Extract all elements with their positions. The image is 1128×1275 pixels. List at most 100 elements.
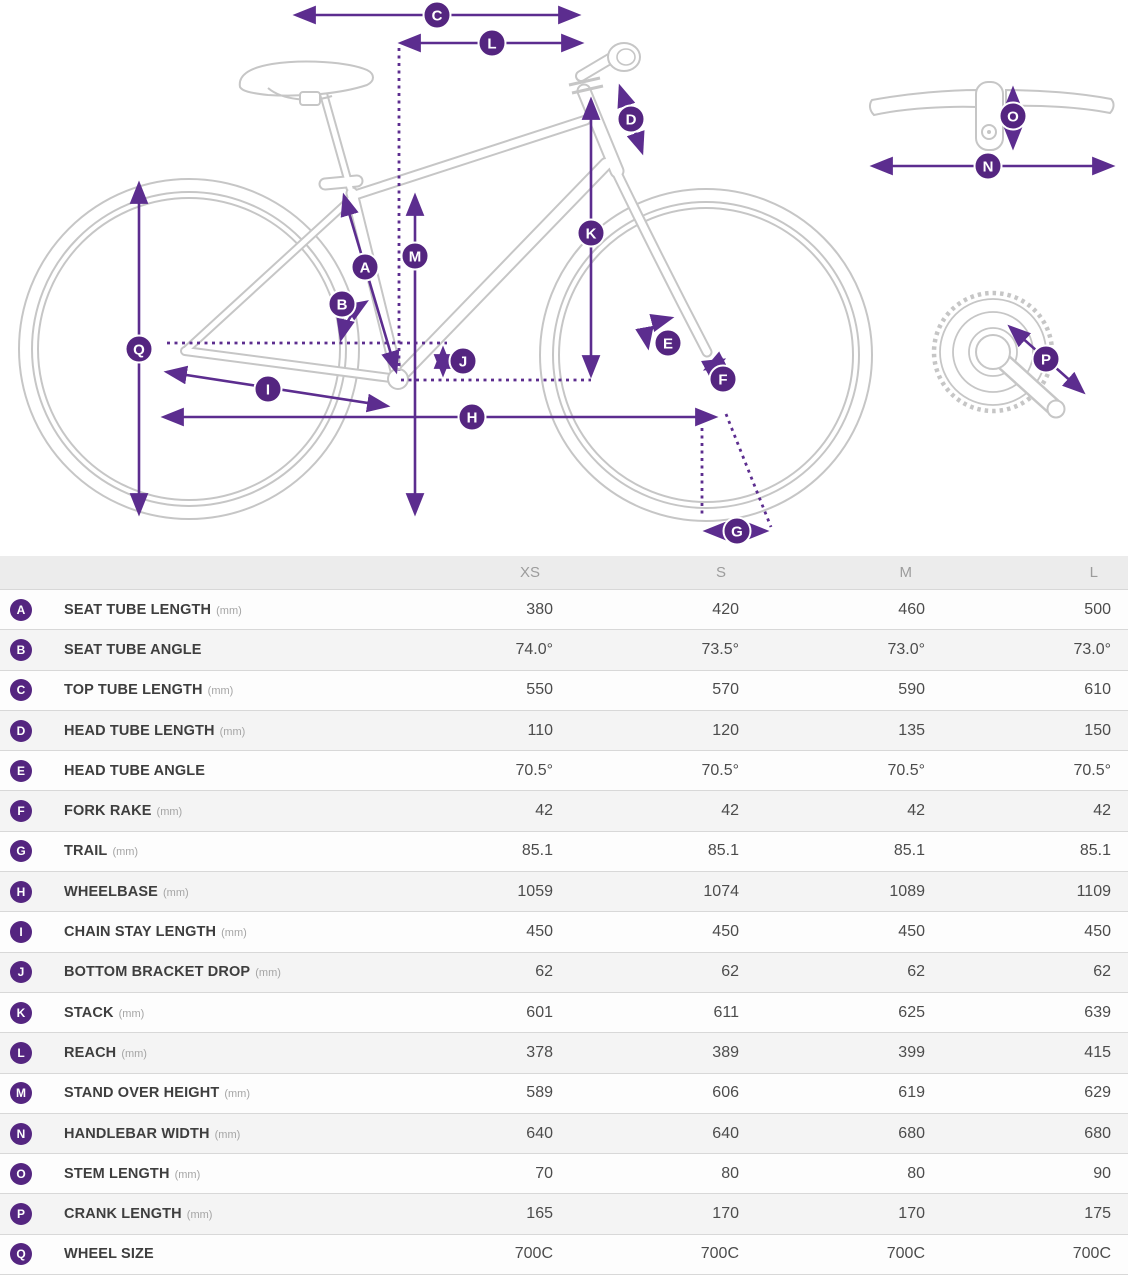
row-value-m: 80	[907, 1164, 925, 1182]
row-value-l: 175	[1084, 1205, 1111, 1223]
table-row: J BOTTOM BRACKET DROP (mm) 62 62 62 62	[0, 952, 1128, 993]
row-value-l: 70.5°	[1073, 761, 1111, 779]
svg-text:M: M	[409, 248, 422, 265]
row-label: TRAIL	[64, 843, 108, 860]
row-letter-badge: F	[10, 800, 32, 823]
bike-geometry-diagram: C L D O N K M A B E Q P J F I H G	[0, 0, 1128, 550]
table-row: D HEAD TUBE LENGTH (mm) 110 120 135 150	[0, 710, 1128, 752]
row-letter-badge: A	[10, 598, 32, 621]
bike-wheels	[18, 178, 873, 522]
svg-text:D: D	[626, 111, 637, 128]
pedal-hole	[1046, 399, 1066, 419]
row-label: HEAD TUBE ANGLE	[64, 762, 206, 779]
table-row: H WHEELBASE (mm) 1059 1074 1089 1109	[0, 872, 1128, 913]
svg-text:F: F	[718, 371, 727, 388]
row-letter-badge: D	[10, 719, 32, 742]
table-row: C TOP TUBE LENGTH (mm) 550 570 590 610	[0, 670, 1128, 711]
row-value-s: 62	[721, 963, 739, 981]
row-unit: (mm)	[112, 846, 139, 859]
size-column-header-s: S	[715, 564, 726, 581]
row-label: SEAT TUBE LENGTH	[64, 601, 212, 618]
marker-d-badge: D	[616, 104, 646, 134]
row-unit: (mm)	[121, 1047, 147, 1060]
row-label: STEM LENGTH	[64, 1165, 170, 1182]
row-value-m: 590	[898, 681, 925, 699]
row-value-l: 415	[1084, 1043, 1111, 1061]
size-header-row: XS S M L	[0, 556, 1128, 590]
dim-arrow-f-fork-rake	[701, 351, 728, 378]
table-row: A SEAT TUBE LENGTH (mm) 380 420 460 500	[0, 590, 1128, 631]
svg-text:I: I	[266, 381, 270, 398]
row-label: STACK	[64, 1004, 114, 1021]
row-value-m: 42	[907, 802, 925, 820]
row-unit: (mm)	[214, 1128, 241, 1141]
row-letter-badge: J	[10, 961, 32, 984]
front-wheel	[539, 188, 873, 522]
row-value-xs: 165	[526, 1205, 553, 1223]
saddle-rail	[267, 87, 333, 101]
row-label: CHAIN STAY LENGTH	[64, 924, 217, 941]
row-value-s: 611	[713, 1003, 739, 1021]
row-unit: (mm)	[216, 604, 242, 617]
row-value-l: 610	[1084, 681, 1111, 699]
row-letter-badge: N	[10, 1122, 32, 1145]
saddle-clamp	[299, 91, 321, 106]
row-letter-badge: K	[10, 1001, 32, 1024]
row-value-m: 450	[898, 923, 925, 941]
table-row: O STEM LENGTH (mm) 70 80 80 90	[0, 1154, 1128, 1195]
geometry-diagram-svg: C L D O N K M A B E Q P J F I H G	[18, 0, 1116, 546]
svg-text:L: L	[487, 35, 496, 52]
marker-l-badge: L	[477, 28, 507, 58]
row-value-xs: 450	[526, 923, 553, 941]
row-value-xs: 378	[526, 1043, 553, 1061]
row-value-m: 700C	[886, 1245, 925, 1263]
table-row: G TRAIL (mm) 85.1 85.1 85.1 85.1	[0, 831, 1128, 873]
diagram-marker-badges: C L D O N K M A B E Q P J F I H G	[124, 0, 1061, 546]
row-value-xs: 550	[526, 681, 553, 699]
row-unit: (mm)	[118, 1007, 145, 1020]
bike-details	[238, 42, 641, 390]
table-row: K STACK (mm) 601 611 625 639	[0, 992, 1128, 1034]
row-unit: (mm)	[221, 927, 247, 940]
row-value-s: 120	[712, 721, 739, 739]
row-value-s: 42	[721, 802, 739, 820]
row-value-xs: 700C	[514, 1245, 553, 1263]
row-value-s: 80	[721, 1164, 739, 1182]
row-value-xs: 70.5°	[515, 761, 553, 779]
row-value-m: 625	[898, 1003, 925, 1021]
row-value-s: 389	[712, 1043, 739, 1061]
row-unit: (mm)	[219, 725, 246, 738]
dim-arc-e-head-angle	[635, 313, 675, 351]
bottom-bracket	[387, 368, 409, 390]
row-label: WHEEL SIZE	[64, 1246, 154, 1263]
marker-c-badge: C	[422, 0, 452, 30]
row-unit: (mm)	[174, 1168, 201, 1181]
marker-j-badge: J	[448, 346, 478, 376]
table-row: M STAND OVER HEIGHT (mm) 589 606 619 629	[0, 1073, 1128, 1114]
row-label: FORK RAKE	[64, 803, 152, 820]
row-letter-badge: B	[10, 638, 32, 661]
table-row: L REACH (mm) 378 389 399 415	[0, 1033, 1128, 1074]
reference-dotted-lines	[167, 48, 773, 528]
table-row: F FORK RAKE (mm) 42 42 42 42	[0, 791, 1128, 832]
row-letter-badge: H	[10, 880, 32, 903]
svg-text:C: C	[432, 7, 443, 24]
svg-text:Q: Q	[133, 341, 145, 358]
row-value-s: 606	[712, 1084, 739, 1102]
row-value-m: 85.1	[893, 842, 925, 860]
row-value-s: 70.5°	[701, 761, 739, 779]
marker-i-badge: I	[253, 374, 283, 404]
row-value-s: 73.5°	[701, 640, 739, 658]
row-value-l: 73.0°	[1073, 640, 1111, 658]
row-value-xs: 42	[535, 802, 553, 820]
row-value-l: 639	[1084, 1003, 1111, 1021]
row-unit: (mm)	[156, 806, 183, 819]
saddle	[238, 60, 374, 97]
row-letter-badge: I	[10, 921, 32, 944]
row-label: REACH	[64, 1044, 117, 1061]
row-value-xs: 70	[535, 1164, 553, 1182]
row-label: TOP TUBE LENGTH	[64, 682, 203, 699]
svg-text:A: A	[360, 259, 371, 276]
row-value-l: 62	[1093, 963, 1111, 981]
row-label: WHEELBASE	[64, 883, 158, 900]
